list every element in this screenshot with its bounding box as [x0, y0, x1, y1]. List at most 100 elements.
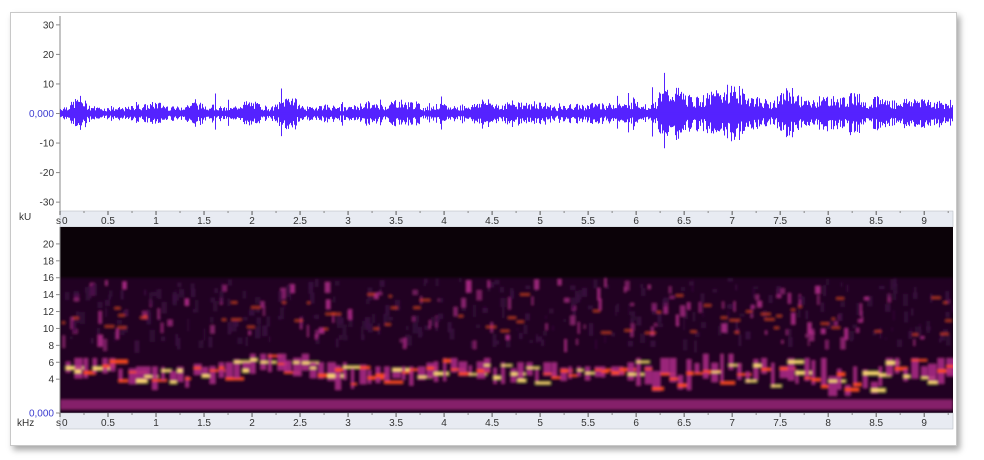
spectrogram-upper-harmonic — [779, 288, 786, 295]
spectrogram-x-tick-label: 2.5 — [293, 418, 307, 429]
spectrogram-upper-trace — [593, 309, 600, 313]
spectrogram-upper-harmonic — [134, 340, 140, 353]
spectrogram-upper-trace — [831, 317, 836, 321]
spectrogram-upper-harmonic — [653, 323, 658, 327]
spectrogram-upper-harmonic — [593, 279, 598, 289]
spectrogram-note-peak — [152, 379, 167, 382]
spectrogram-upper-trace — [118, 314, 125, 317]
waveform-y-tick-label: 20 — [43, 50, 55, 61]
spectrogram-note-body — [458, 361, 468, 376]
spectrogram-x-tick-label: 1 — [153, 418, 159, 429]
spectrogram-upper-harmonic — [283, 299, 286, 310]
spectrogram-upper-harmonic — [198, 340, 204, 349]
waveform-x-tick-label: 2 — [249, 216, 255, 227]
spectrogram-note-body — [392, 367, 401, 379]
waveform-series — [60, 72, 953, 149]
spectrogram-upper-harmonic — [307, 325, 309, 338]
spectrogram-upper-harmonic — [840, 282, 843, 287]
spectrogram-note-body — [728, 353, 734, 370]
spectrogram-upper-harmonic — [490, 282, 495, 288]
spectrogram-upper-harmonic — [754, 286, 759, 290]
spectrogram-upper-harmonic — [640, 283, 644, 288]
spectrogram-x-tick-label: 4.5 — [485, 418, 499, 429]
spectrogram-upper-harmonic — [483, 305, 486, 310]
spectrogram-upper-harmonic — [449, 328, 455, 340]
spectrogram-upper-harmonic — [487, 280, 491, 288]
waveform-x-tick-label: 8 — [825, 216, 831, 227]
spectrogram-upper-harmonic — [435, 278, 439, 287]
spectrogram-upper-harmonic — [537, 336, 543, 342]
spectrogram-note-peak — [669, 377, 680, 381]
spectrogram-upper-harmonic — [280, 287, 286, 300]
spectrogram-note-body — [771, 362, 775, 388]
spectrogram-upper-harmonic — [364, 317, 371, 330]
spectrogram-upper-harmonic — [575, 290, 578, 304]
spectrogram-upper-harmonic — [820, 302, 825, 312]
spectrogram-upper-harmonic — [209, 316, 214, 323]
spectrogram-y-tick-label: 10 — [43, 324, 55, 335]
spectrogram-note-body — [627, 362, 635, 381]
waveform-x-tick-label: 5.5 — [581, 216, 595, 227]
spectrogram-upper-harmonic — [903, 311, 909, 323]
waveform-x-tick-label: 4.5 — [485, 216, 499, 227]
spectrogram-note-peak — [652, 387, 664, 391]
spectrogram-upper-harmonic — [116, 320, 122, 324]
spectrogram-upper-harmonic — [576, 338, 578, 345]
spectrogram-upper-harmonic — [413, 315, 420, 323]
spectrogram-upper-harmonic — [752, 301, 755, 306]
spectrogram-upper-trace — [104, 325, 115, 328]
spectrogram-upper-harmonic — [523, 324, 528, 335]
spectrogram-upper-harmonic — [499, 286, 505, 293]
spectrogram-note-body — [267, 353, 272, 372]
spectrogram-upper-harmonic — [908, 330, 913, 339]
spectrogram-upper-harmonic — [315, 335, 320, 344]
chart-frame: 30 20 10 0,000 -10 -20 -30 kU 0 0.5 1 1.5 2 2.5 3 3.5… — [10, 12, 957, 446]
spectrogram-x-tick-label: 6.5 — [677, 418, 691, 429]
spectrogram-note-peak — [660, 372, 675, 376]
spectrogram-upper-harmonic — [143, 289, 147, 296]
spectrogram-upper-trace — [325, 312, 336, 316]
spectrogram-upper-harmonic — [472, 340, 477, 350]
waveform-x-tick-label: 2.5 — [293, 216, 307, 227]
spectrogram-upper-harmonic — [309, 292, 315, 304]
spectrogram-x-tick-label: 3.5 — [389, 418, 403, 429]
spectrogram-upper-trace — [675, 294, 684, 297]
spectrogram-upper-harmonic — [435, 316, 440, 323]
spectrogram-upper-harmonic — [700, 293, 705, 303]
spectrogram-upper-harmonic — [797, 295, 803, 300]
spectrogram-note-body — [136, 366, 145, 384]
spectrogram-upper-trace — [656, 310, 662, 314]
spectrogram-upper-harmonic — [122, 310, 129, 316]
waveform-x-tick-label: 9 — [921, 216, 927, 227]
spectrogram-upper-harmonic — [823, 285, 826, 297]
spectrogram-upper-harmonic — [531, 296, 534, 306]
spectrogram-low-band — [60, 399, 953, 410]
spectrogram-upper-harmonic — [852, 324, 858, 329]
spectrogram-upper-harmonic — [399, 338, 403, 343]
spectrogram-note-body — [821, 358, 827, 386]
spectrogram-upper-harmonic — [879, 286, 885, 290]
spectrogram-upper-harmonic — [222, 284, 227, 292]
spectrogram-upper-harmonic — [893, 290, 897, 301]
spectrogram-note-peak — [821, 384, 829, 389]
waveform-y-unit-label: kU — [19, 212, 31, 223]
spectrogram-upper-harmonic — [184, 298, 189, 306]
spectrogram-note-peak — [694, 372, 711, 375]
waveform-x-tick-label: 3 — [345, 216, 351, 227]
spectrogram-upper-harmonic — [680, 287, 685, 291]
spectrogram-upper-harmonic — [341, 317, 344, 325]
spectrogram-upper-harmonic — [902, 293, 909, 307]
spectrogram-upper-harmonic — [84, 286, 88, 293]
spectrogram-note-peak — [443, 358, 452, 363]
spectrogram-note-body — [317, 362, 324, 379]
spectrogram-upper-harmonic — [611, 332, 616, 337]
spectrogram-note-peak — [293, 361, 300, 364]
spectrogram-note-peak — [804, 376, 812, 380]
spectrogram-upper-trace — [307, 301, 311, 305]
waveform-x-tick-label: 7.5 — [773, 216, 787, 227]
spectrogram-upper-harmonic — [833, 321, 838, 326]
spectrogram-upper-trace — [734, 331, 740, 334]
spectrogram-upper-harmonic — [588, 323, 594, 336]
spectrogram-upper-harmonic — [482, 307, 488, 313]
spectrogram-upper-harmonic — [577, 294, 581, 303]
